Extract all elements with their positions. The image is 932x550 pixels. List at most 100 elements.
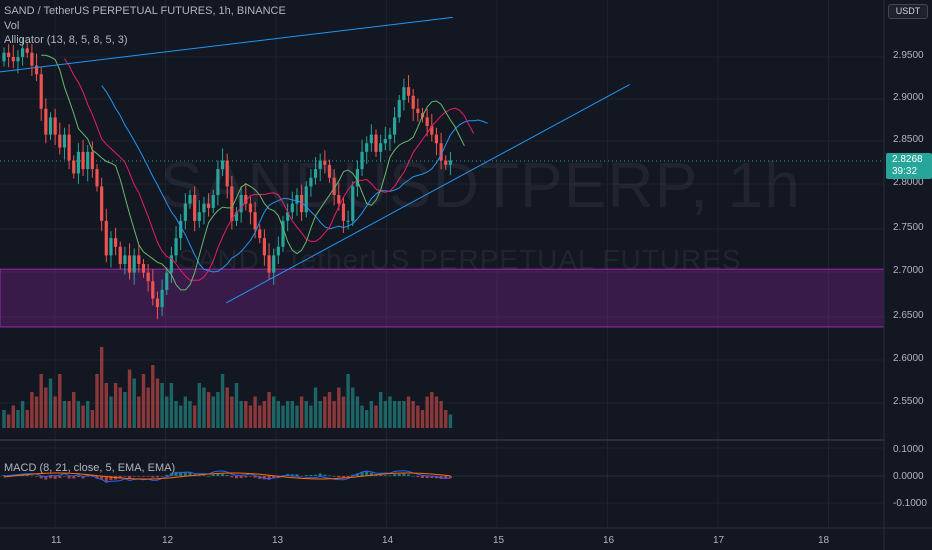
candle-body	[169, 255, 173, 273]
candle-body	[100, 186, 104, 221]
macd-histogram-bar	[411, 475, 415, 477]
macd-histogram-bar	[188, 472, 192, 476]
candle-body	[67, 134, 71, 161]
candle-body	[155, 298, 160, 308]
macd-histogram-bar	[328, 475, 331, 477]
volume-bar	[318, 401, 322, 428]
candle-body	[11, 57, 15, 62]
volume-bar	[206, 392, 211, 428]
candle-body	[151, 281, 155, 299]
macd-histogram-bar	[165, 474, 169, 476]
candle-body	[16, 57, 20, 62]
volume-bar	[430, 392, 434, 428]
volume-bar	[337, 387, 341, 428]
candle-body	[234, 212, 239, 221]
macd-histogram-bar	[81, 476, 85, 479]
macd-histogram-bar	[155, 476, 159, 478]
alligator-lips-line	[41, 54, 465, 291]
price-label: 2.9500	[893, 50, 924, 61]
candle-body	[337, 195, 341, 204]
volume-bar	[169, 383, 174, 428]
volume-bar	[99, 347, 104, 428]
bar-countdown: 39:32	[892, 166, 918, 177]
volume-bar	[309, 405, 313, 428]
price-label: 2.6000	[893, 353, 924, 364]
macd-legend[interactable]: MACD (8, 21, close, 5, EMA, EMA)	[4, 462, 176, 474]
volume-bar	[406, 396, 411, 428]
candle-body	[220, 160, 225, 170]
candle-body	[425, 117, 429, 126]
macd-histogram-bar	[397, 473, 401, 476]
volume-bar	[341, 396, 346, 428]
candle-body	[374, 134, 378, 152]
volume-bar	[262, 401, 267, 428]
volume-bar	[67, 401, 71, 428]
macd-histogram-bar	[337, 476, 341, 478]
candle-body	[393, 117, 397, 135]
candle-body	[207, 203, 211, 208]
macd-histogram-bar	[388, 475, 392, 477]
macd-histogram-bar	[211, 474, 215, 476]
macd-histogram-bar	[49, 476, 52, 479]
candle-body	[341, 203, 346, 221]
macd-histogram-bar	[67, 476, 71, 479]
candle-body	[109, 238, 113, 256]
candle-body	[141, 264, 146, 273]
macd-histogram-bar	[248, 476, 252, 477]
volume-bar	[323, 396, 327, 428]
candle-body	[346, 220, 350, 222]
time-label: 15	[493, 535, 505, 546]
volume-bar	[34, 396, 39, 428]
macd-histogram-bar	[86, 476, 90, 477]
volume-bar	[146, 387, 150, 428]
volume-bar	[313, 387, 318, 428]
macd-histogram-bar	[76, 476, 80, 477]
volume-bar	[188, 401, 192, 428]
candle-body	[281, 220, 285, 247]
macd-histogram-bar	[109, 476, 113, 481]
current-price-value: 2.8268	[892, 154, 923, 165]
macd-histogram-bar	[253, 476, 257, 478]
candle-body	[416, 108, 420, 114]
macd-histogram-bar	[160, 476, 164, 477]
candle-body	[72, 160, 76, 174]
macd-histogram-bar	[267, 476, 271, 480]
candle-body	[48, 117, 53, 135]
macd-histogram-bar	[355, 473, 359, 476]
currency-button[interactable]: USDT	[888, 4, 928, 19]
candle-body	[355, 169, 359, 187]
macd-line	[3, 470, 451, 483]
macd-histogram-bar	[295, 474, 299, 476]
time-label: 13	[272, 535, 284, 546]
volume-legend[interactable]: Vol	[4, 20, 20, 32]
macd-histogram-bar	[123, 476, 127, 477]
volume-bar	[62, 401, 67, 428]
symbol-title[interactable]: SAND / TetherUS PERPETUAL FUTURES, 1h, B…	[4, 5, 286, 17]
volume-bar	[327, 392, 332, 428]
price-label: 2.7000	[893, 265, 924, 276]
volume-bar	[6, 414, 11, 428]
macd-histogram-bar	[430, 476, 434, 479]
candle-body	[81, 151, 85, 170]
volume-bar	[351, 387, 355, 428]
volume-bar	[411, 401, 415, 428]
macd-histogram-bar	[174, 471, 178, 476]
volume-bar	[253, 396, 257, 428]
candle-body	[318, 160, 322, 170]
macd-histogram-bar	[128, 476, 132, 478]
price-label: 2.5500	[893, 396, 924, 407]
candle-body	[272, 255, 276, 273]
volume-bar	[155, 378, 160, 428]
volume-bar	[295, 405, 299, 428]
alligator-legend[interactable]: Alligator (13, 8, 5, 8, 5, 3)	[4, 34, 128, 46]
candle-body	[244, 195, 248, 204]
time-label: 14	[382, 535, 394, 546]
time-label: 16	[603, 535, 615, 546]
volume-bar	[132, 378, 136, 428]
candle-body	[304, 186, 308, 213]
candle-body	[39, 74, 43, 109]
macd-histogram-bar	[221, 473, 225, 476]
candle-body	[253, 212, 257, 230]
